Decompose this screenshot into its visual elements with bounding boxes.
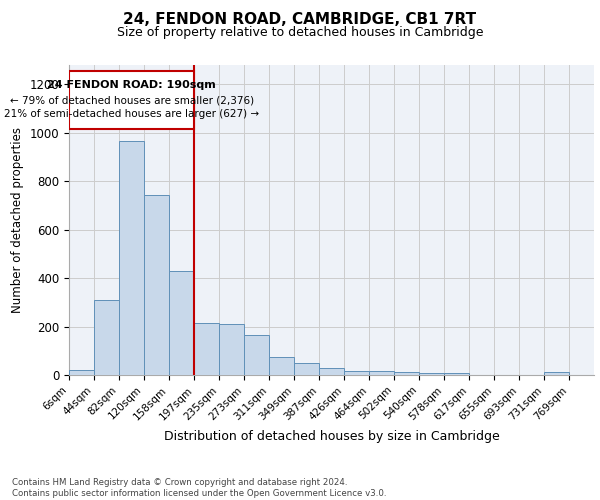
X-axis label: Distribution of detached houses by size in Cambridge: Distribution of detached houses by size …: [164, 430, 499, 443]
Bar: [169, 271, 194, 375]
Bar: [244, 335, 269, 375]
Text: 24, FENDON ROAD, CAMBRIDGE, CB1 7RT: 24, FENDON ROAD, CAMBRIDGE, CB1 7RT: [124, 12, 476, 28]
Bar: [94, 300, 119, 375]
Bar: [269, 357, 294, 375]
Bar: [419, 372, 444, 375]
Bar: [219, 324, 244, 375]
Bar: [544, 372, 569, 375]
Bar: [194, 323, 219, 375]
Bar: [119, 142, 144, 375]
FancyBboxPatch shape: [69, 71, 194, 129]
Text: ← 79% of detached houses are smaller (2,376): ← 79% of detached houses are smaller (2,…: [10, 96, 254, 106]
Text: Contains HM Land Registry data © Crown copyright and database right 2024.
Contai: Contains HM Land Registry data © Crown c…: [12, 478, 386, 498]
Bar: [394, 372, 419, 375]
Bar: [444, 373, 469, 375]
Text: 24 FENDON ROAD: 190sqm: 24 FENDON ROAD: 190sqm: [47, 80, 216, 90]
Bar: [344, 370, 369, 375]
Bar: [144, 194, 169, 375]
Bar: [369, 372, 394, 375]
Text: Size of property relative to detached houses in Cambridge: Size of property relative to detached ho…: [117, 26, 483, 39]
Bar: [69, 370, 94, 375]
Bar: [319, 368, 344, 375]
Text: 21% of semi-detached houses are larger (627) →: 21% of semi-detached houses are larger (…: [4, 108, 259, 118]
Y-axis label: Number of detached properties: Number of detached properties: [11, 127, 24, 313]
Bar: [294, 363, 319, 375]
